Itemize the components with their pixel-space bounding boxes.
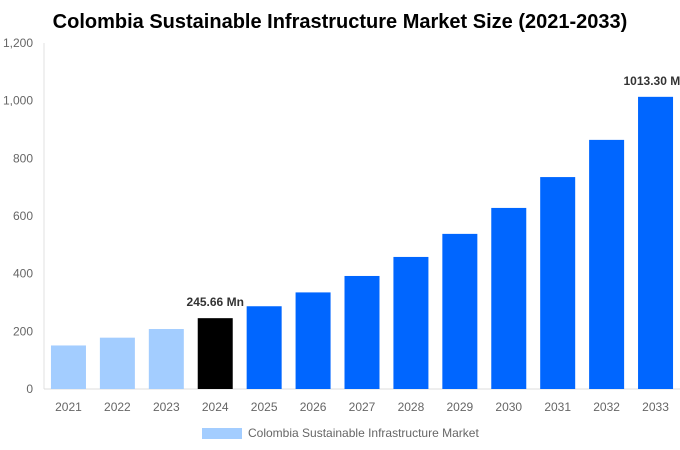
bar-2025	[246, 306, 282, 389]
x-tick-label: 2025	[251, 400, 278, 414]
x-tick-label: 2031	[544, 400, 571, 414]
x-tick-label: 2030	[495, 400, 522, 414]
bar-2022	[99, 337, 135, 389]
data-label: 245.66 Mn	[187, 295, 244, 309]
x-tick-label: 2033	[642, 400, 669, 414]
bar-2033	[638, 96, 674, 389]
y-tick-label: 800	[13, 151, 33, 165]
data-label: 1013.30 Mn	[624, 74, 680, 88]
legend-label: Colombia Sustainable Infrastructure Mark…	[248, 426, 479, 440]
bar-2030	[491, 207, 527, 389]
x-tick-label: 2026	[300, 400, 327, 414]
bar-2027	[344, 275, 380, 389]
x-tick-label: 2032	[593, 400, 620, 414]
x-tick-label: 2027	[349, 400, 376, 414]
bar-2032	[589, 139, 625, 389]
y-tick-label: 600	[13, 209, 33, 223]
y-tick-label: 1,200	[3, 36, 33, 50]
x-tick-label: 2022	[104, 400, 131, 414]
bar-2023	[148, 329, 184, 389]
legend-swatch	[202, 428, 242, 439]
bar-2031	[540, 177, 576, 389]
bar-2021	[50, 345, 86, 389]
y-tick-label: 0	[26, 382, 33, 396]
x-tick-label: 2028	[398, 400, 425, 414]
x-tick-label: 2024	[202, 400, 229, 414]
bar-2024	[197, 318, 233, 389]
chart-title: Colombia Sustainable Infrastructure Mark…	[53, 11, 628, 33]
x-tick-label: 2021	[55, 400, 82, 414]
y-tick-label: 400	[13, 267, 33, 281]
bar-2028	[393, 256, 429, 389]
y-tick-label: 1,000	[3, 94, 33, 108]
bar-2029	[442, 233, 478, 389]
x-tick-label: 2023	[153, 400, 180, 414]
bar-2026	[295, 292, 331, 389]
x-tick-label: 2029	[446, 400, 473, 414]
y-tick-label: 200	[13, 324, 33, 338]
